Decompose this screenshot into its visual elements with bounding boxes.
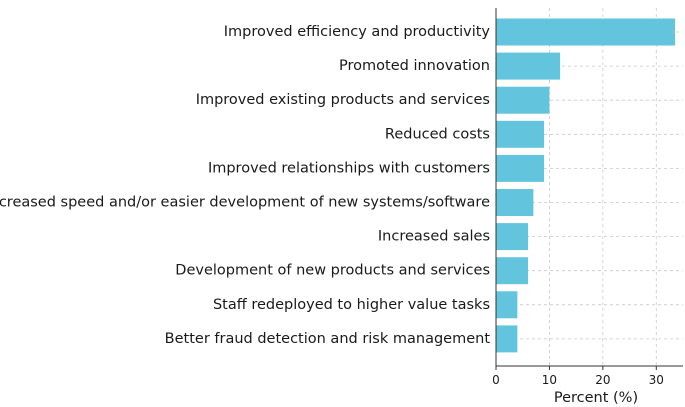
category-label: Improved relationships with customers [208, 160, 490, 176]
bar [496, 325, 518, 353]
x-tick-label: 30 [649, 373, 664, 387]
category-labels: Improved efficiency and productivity Prom… [0, 24, 490, 347]
category-label: Development of new products and services [175, 263, 490, 279]
bars [496, 18, 675, 353]
bar [496, 291, 518, 319]
bar [496, 18, 675, 46]
category-label: Better fraud detection and risk manageme… [165, 331, 491, 347]
x-axis-title: Percent (%) [554, 390, 638, 406]
category-label: Improved existing products and services [196, 92, 490, 108]
bar [496, 120, 545, 148]
bar [496, 154, 545, 182]
x-tick-label: 20 [595, 373, 610, 387]
category-label: Increased speed and/or easier developmen… [0, 195, 490, 211]
x-tick-label: 0 [492, 373, 500, 387]
bar [496, 189, 534, 216]
category-label: Promoted innovation [339, 58, 490, 74]
category-label: Staff redeployed to higher value tasks [213, 297, 490, 313]
bar [496, 257, 529, 285]
category-label: Improved efficiency and productivity [224, 24, 491, 40]
bar [496, 52, 561, 80]
bar [496, 223, 529, 251]
axes: 0 10 20 30 [492, 8, 683, 387]
bar [496, 86, 550, 114]
category-label: Increased sales [378, 229, 490, 245]
category-label: Reduced costs [385, 126, 490, 142]
x-tick-label: 10 [542, 373, 557, 387]
